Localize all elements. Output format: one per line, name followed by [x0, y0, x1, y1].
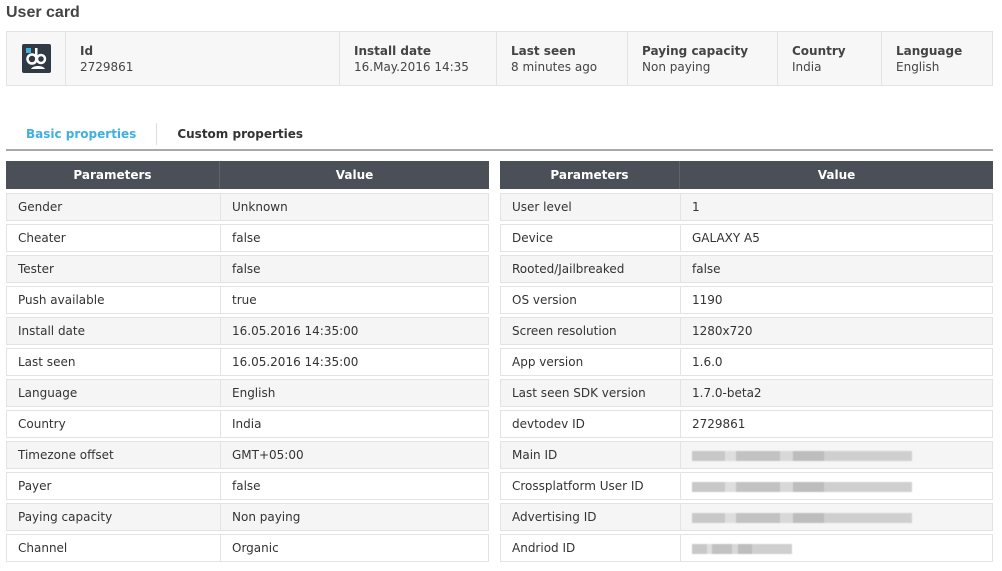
param-value: Unknown — [232, 200, 288, 214]
table-row: Andriod ID — [500, 534, 993, 562]
param-value: 1 — [692, 200, 700, 214]
table-row: Push available true — [6, 286, 489, 314]
card-field-id: Id 2729861 — [65, 32, 339, 85]
param-value: 1.6.0 — [692, 355, 723, 369]
user-summary-card: Id 2729861 Install date 16.May.2016 14:35 … — [6, 31, 993, 86]
param-name: Crossplatform User ID — [501, 473, 681, 499]
param-value: 16.05.2016 14:35:00 — [232, 324, 359, 338]
column-header-value: Value — [817, 168, 856, 182]
param-name: Last seen SDK version — [501, 380, 681, 406]
param-value — [681, 504, 992, 530]
param-value: Organic — [232, 541, 279, 555]
table-row: Screen resolution 1280x720 — [500, 317, 993, 345]
table-row: Tester false — [6, 255, 489, 283]
param-value: GALAXY A5 — [692, 231, 760, 245]
tab-basic-properties[interactable]: Basic properties — [26, 126, 137, 141]
param-value — [681, 535, 992, 561]
card-field-paying-capacity: Paying capacity Non paying — [627, 32, 777, 85]
param-value: 2729861 — [692, 417, 746, 431]
param-name: Timezone offset — [7, 442, 221, 468]
app-logo — [7, 32, 65, 85]
table-row: Cheater false — [6, 224, 489, 252]
column-header-value: Value — [335, 168, 374, 182]
param-value: India — [232, 417, 262, 431]
param-name: Rooted/Jailbreaked — [501, 256, 681, 282]
table-row: OS version 1190 — [500, 286, 993, 314]
table-row: Crossplatform User ID — [500, 472, 993, 500]
column-header-parameters: Parameters — [6, 161, 220, 189]
param-name: Cheater — [7, 225, 221, 251]
table-row: Device GALAXY A5 — [500, 224, 993, 252]
table-row: App version 1.6.0 — [500, 348, 993, 376]
devtodev-logo-icon — [21, 44, 51, 73]
param-name: Payer — [7, 473, 221, 499]
param-value: 1.7.0-beta2 — [692, 386, 762, 400]
param-name: Screen resolution — [501, 318, 681, 344]
table-row: Language English — [6, 379, 489, 407]
table-row: Country India — [6, 410, 489, 438]
column-header-parameters: Parameters — [500, 161, 680, 189]
table-row: Last seen 16.05.2016 14:35:00 — [6, 348, 489, 376]
table-row: Main ID — [500, 441, 993, 469]
param-name: Country — [7, 411, 221, 437]
table-row: devtodev ID 2729861 — [500, 410, 993, 438]
param-name: User level — [501, 194, 681, 220]
param-value: 1190 — [692, 293, 723, 307]
param-name: Paying capacity — [7, 504, 221, 530]
basic-properties-table-right: Parameters Value User level 1 Device GALAXY … — [500, 161, 993, 562]
param-name: Advertising ID — [501, 504, 681, 530]
card-field-last-seen: Last seen 8 minutes ago — [496, 32, 627, 85]
param-name: Tester — [7, 256, 221, 282]
param-name: devtodev ID — [501, 411, 681, 437]
table-row: Gender Unknown — [6, 193, 489, 221]
card-field-install-date: Install date 16.May.2016 14:35 — [339, 32, 496, 85]
param-value: false — [232, 231, 261, 245]
param-value: false — [232, 479, 261, 493]
param-name: Language — [7, 380, 221, 406]
param-name: Last seen — [7, 349, 221, 375]
param-value: false — [232, 262, 261, 276]
table-row: Advertising ID — [500, 503, 993, 531]
param-name: App version — [501, 349, 681, 375]
param-value: 16.05.2016 14:35:00 — [232, 355, 359, 369]
param-value: false — [692, 262, 721, 276]
table-row: Rooted/Jailbreaked false — [500, 255, 993, 283]
param-name: Push available — [7, 287, 221, 313]
redacted-value — [692, 450, 912, 461]
param-value: 1280x720 — [692, 324, 753, 338]
page-title: User card — [6, 4, 80, 21]
param-value — [681, 442, 992, 468]
param-name: Install date — [7, 318, 221, 344]
param-value: GMT+05:00 — [232, 448, 304, 462]
table-row: Timezone offset GMT+05:00 — [6, 441, 489, 469]
redacted-value — [692, 543, 792, 554]
card-field-language: Language English — [881, 32, 992, 85]
param-name: Main ID — [501, 442, 681, 468]
table-row: Last seen SDK version 1.7.0-beta2 — [500, 379, 993, 407]
redacted-value — [692, 481, 912, 492]
table-row: Payer false — [6, 472, 489, 500]
param-name: Channel — [7, 535, 221, 561]
param-value: true — [232, 293, 257, 307]
param-value: Non paying — [232, 510, 301, 524]
table-row: Install date 16.05.2016 14:35:00 — [6, 317, 489, 345]
table-row: User level 1 — [500, 193, 993, 221]
card-field-country: Country India — [777, 32, 881, 85]
property-tabs: Basic properties Custom properties — [6, 118, 993, 151]
table-row: Channel Organic — [6, 534, 489, 562]
tab-custom-properties[interactable]: Custom properties — [156, 122, 323, 145]
redacted-value — [692, 512, 912, 523]
basic-properties-table-left: Parameters Value Gender Unknown Cheater fals… — [6, 161, 489, 562]
param-name: Andriod ID — [501, 535, 681, 561]
table-row: Paying capacity Non paying — [6, 503, 489, 531]
param-value — [681, 473, 992, 499]
param-name: Gender — [7, 194, 221, 220]
param-value: English — [232, 386, 276, 400]
param-name: Device — [501, 225, 681, 251]
param-name: OS version — [501, 287, 681, 313]
